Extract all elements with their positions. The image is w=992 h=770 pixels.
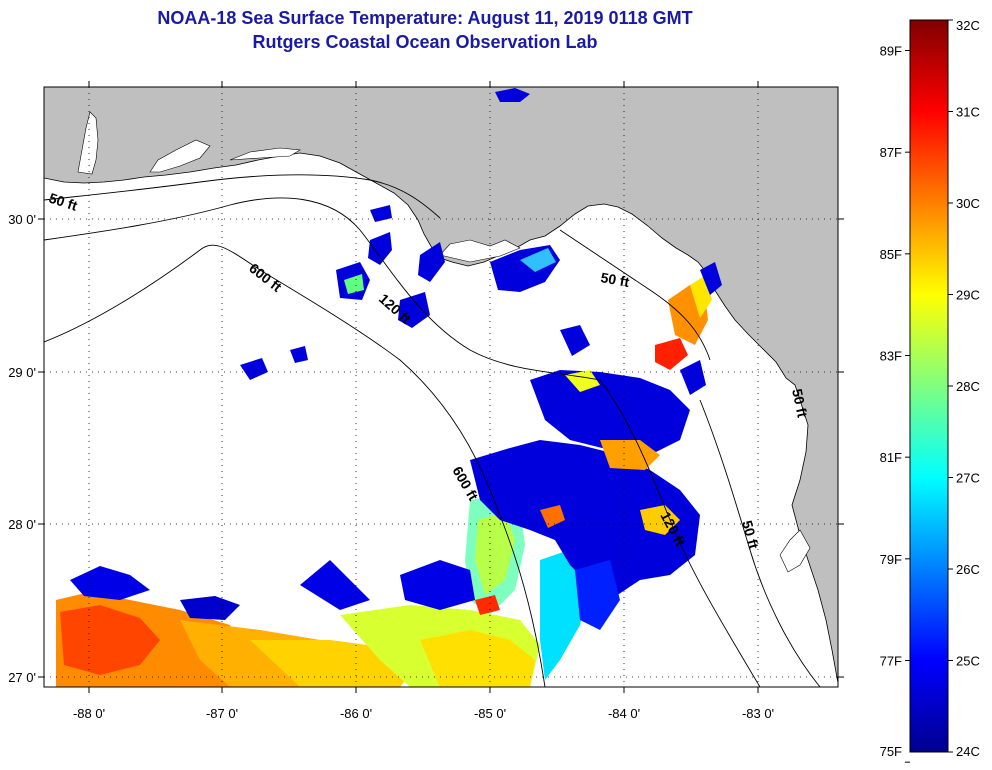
colorbar-fahrenheit-label: 75F [880, 744, 902, 759]
y-tick-label: 28 0' [8, 517, 36, 532]
contour-50ft-west [44, 174, 441, 219]
colorbar-fahrenheit-label: 85F [880, 247, 902, 262]
x-tick-label: -88 0' [73, 706, 105, 721]
colorbar-fahrenheit-label: 89F [880, 44, 902, 59]
frame-ticks [38, 81, 844, 693]
map-title: NOAA-18 Sea Surface Temperature: August … [157, 8, 693, 28]
colorbar-celsius-label: 31C [956, 105, 980, 120]
colorbar-celsius-label: 24C [956, 744, 980, 759]
contour-50ft-south [699, 399, 821, 687]
colorbar-celsius-label: 26C [956, 562, 980, 577]
colorbar-fahrenheit-label: 83F [880, 349, 902, 364]
colorbar-celsius-label: 32C [956, 18, 980, 33]
x-tick-label: -86 0' [340, 706, 372, 721]
colorbar-celsius-label: 30C [956, 196, 980, 211]
map-subtitle: Rutgers Coastal Ocean Observation Lab [252, 32, 598, 52]
colorbar-fahrenheit-label: 81F [880, 450, 902, 465]
x-tick-label: -83 0' [742, 706, 774, 721]
contour-label-50ft-east: 50 ft [789, 387, 811, 419]
contour-120ft [44, 197, 601, 381]
contour-600ft [44, 244, 546, 687]
graticule [44, 87, 838, 687]
contour-120ft-south [599, 379, 761, 687]
colorbar-fahrenheit-label: 77F [880, 654, 902, 669]
x-tick-label: -85 0' [474, 706, 506, 721]
colorbar-fahrenheit-label: 79F [880, 552, 902, 567]
contour-label-50ft-bigbend: 50 ft [599, 269, 630, 290]
tampa-bay [779, 529, 811, 573]
colorbar [909, 19, 949, 753]
x-tick-label: -87 0' [206, 706, 238, 721]
colorbar-celsius-scale: 32C 31C 30C 29C 28C 27C 26C 25C 24C [948, 18, 980, 759]
y-tick-label: 30 0' [8, 212, 36, 227]
y-tick-label: 27 0' [8, 670, 36, 685]
contour-label-50ft-south: 50 ft [739, 519, 762, 551]
contour-50ft-bigbend [559, 229, 711, 361]
map-frame [43, 86, 839, 688]
colorbar-fahrenheit-label: 87F [880, 145, 902, 160]
colorbar-celsius-label: 28C [956, 379, 980, 394]
colorbar-celsius-label: 29C [956, 288, 980, 303]
mobile-bay [77, 111, 99, 175]
depth-contours [44, 174, 821, 687]
choctawhatchee-bay [229, 147, 301, 161]
colorbar-fahrenheit-scale: 89F 87F 85F 83F 81F 79F 77F 75F [880, 44, 910, 763]
pensacola-bay [149, 139, 211, 173]
y-tick-label: 29 0' [8, 365, 36, 380]
apalachee-bay [439, 239, 521, 263]
land-mass [44, 87, 838, 684]
colorbar-celsius-label: 27C [956, 471, 980, 486]
colorbar-celsius-label: 25C [956, 654, 980, 669]
x-tick-label: -84 0' [608, 706, 640, 721]
sst-data-layer [56, 88, 722, 687]
